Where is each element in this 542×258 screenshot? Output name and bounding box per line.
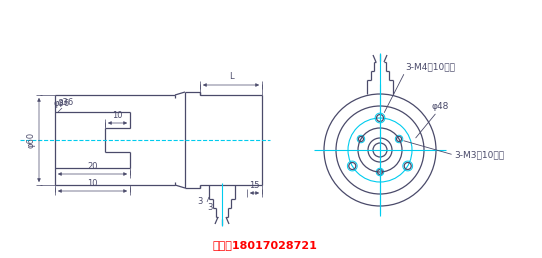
Text: φ36: φ36 [57, 98, 73, 107]
Text: 3-M4深10均布: 3-M4深10均布 [405, 62, 455, 71]
Text: 15: 15 [249, 181, 260, 190]
Text: φ48: φ48 [432, 102, 449, 111]
Text: 手机：18017028721: 手机：18017028721 [212, 240, 318, 250]
Text: 3: 3 [207, 204, 212, 213]
Text: φ36: φ36 [53, 99, 69, 108]
Text: 3-M3深10均布: 3-M3深10均布 [454, 150, 504, 159]
Text: 10: 10 [112, 111, 122, 120]
Text: 3: 3 [197, 198, 202, 206]
Text: L: L [229, 72, 233, 81]
Text: φ60: φ60 [26, 132, 35, 148]
Text: 20: 20 [87, 162, 98, 171]
Text: 10: 10 [87, 179, 98, 188]
